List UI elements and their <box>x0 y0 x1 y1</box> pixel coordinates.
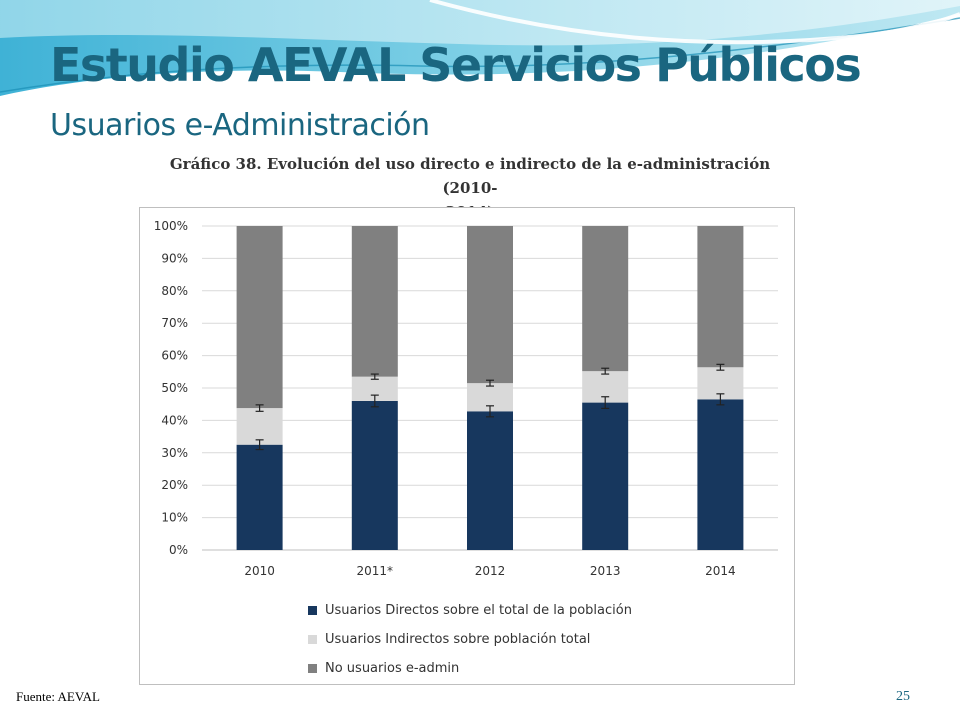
y-tick-label: 100% <box>154 219 188 233</box>
y-tick-label: 60% <box>161 349 188 363</box>
footer-source: Fuente: AEVAL <box>16 689 100 704</box>
legend-item-indirectos: Usuarios Indirectos sobre población tota… <box>308 625 632 654</box>
y-tick-label: 80% <box>161 284 188 298</box>
stacked-bar-chart: 0% 10% 20% 30% 40% 50% 60% 70% 80% 90% 100% 2010 201… <box>154 219 778 578</box>
slide-title: Estudio AEVAL Servicios Públicos <box>50 38 862 92</box>
y-tick-label: 20% <box>161 478 188 492</box>
x-tick-label: 2011* <box>357 564 394 578</box>
y-tick-label: 70% <box>161 316 188 330</box>
bar-segment <box>467 226 513 384</box>
y-tick-label: 0% <box>169 543 188 557</box>
y-tick-label: 30% <box>161 446 188 460</box>
legend-swatch-directos <box>308 606 317 615</box>
legend-label-directos: Usuarios Directos sobre el total de la p… <box>325 603 632 618</box>
legend-label-no-usuarios: No usuarios e-admin <box>325 661 460 676</box>
page-number: 25 <box>896 689 910 704</box>
y-tick-label: 10% <box>161 511 188 525</box>
bar-segment <box>236 444 283 550</box>
y-tick-label: 50% <box>161 381 188 395</box>
x-tick-label: 2012 <box>475 564 506 578</box>
bar-segment <box>582 402 629 550</box>
bar-segment <box>351 226 398 377</box>
y-tick-label: 40% <box>161 413 188 427</box>
x-tick-label: 2010 <box>244 564 275 578</box>
x-tick-label: 2013 <box>590 564 621 578</box>
bar-segment <box>236 408 283 445</box>
slide-subtitle: Usuarios e-Administración <box>50 108 430 143</box>
legend-item-directos: Usuarios Directos sobre el total de la p… <box>308 596 632 625</box>
y-tick-label: 90% <box>161 251 188 265</box>
bar-segment <box>697 226 744 368</box>
x-tick-label: 2014 <box>705 564 736 578</box>
chart-legend: Usuarios Directos sobre el total de la p… <box>308 596 632 683</box>
bar-segment <box>236 226 283 409</box>
legend-swatch-indirectos <box>308 635 317 644</box>
chart-frame: 0% 10% 20% 30% 40% 50% 60% 70% 80% 90% 100% 2010 201… <box>139 207 795 685</box>
legend-swatch-no-usuarios <box>308 664 317 673</box>
bar-segment <box>582 226 629 372</box>
header-wave-decoration <box>0 0 960 96</box>
chart-title-line-1: Gráfico 38. Evolución del uso directo e … <box>169 155 771 197</box>
legend-label-indirectos: Usuarios Indirectos sobre población tota… <box>325 632 591 647</box>
bar-segment <box>697 399 744 550</box>
bar-segment <box>467 411 513 550</box>
legend-item-no-usuarios: No usuarios e-admin <box>308 654 632 683</box>
bar-segment <box>351 400 398 550</box>
